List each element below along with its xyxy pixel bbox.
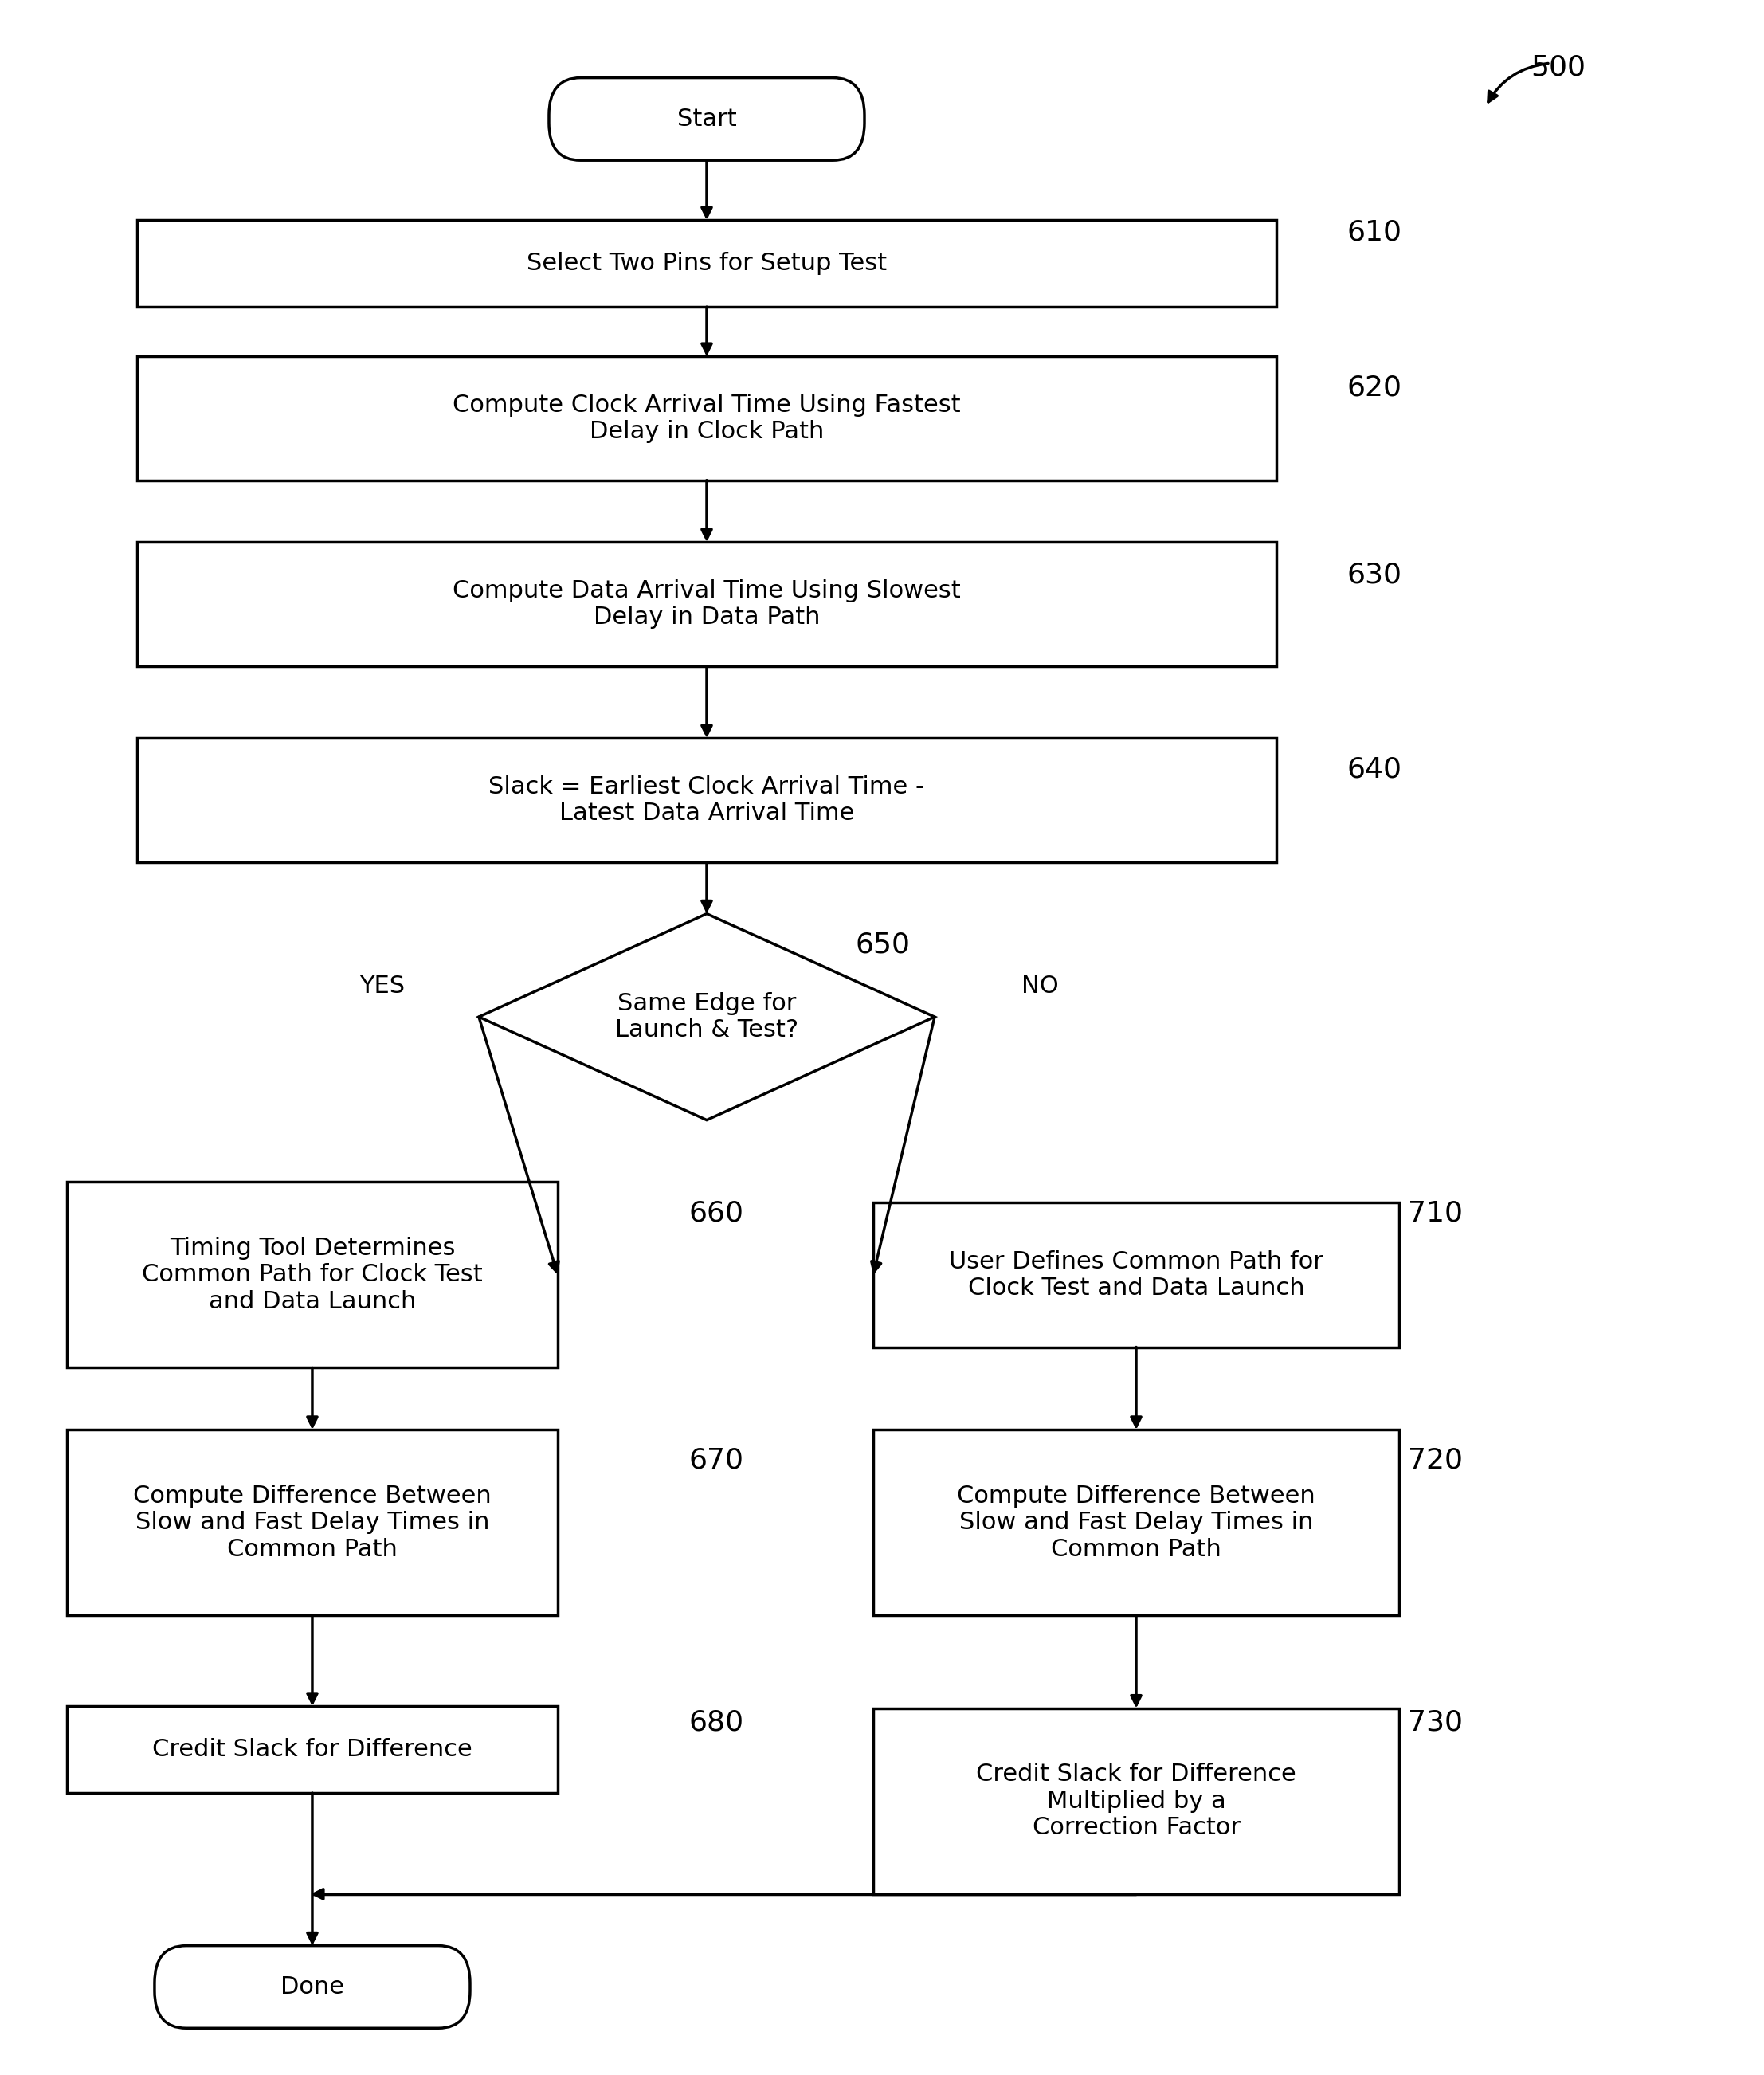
Text: 670: 670 xyxy=(690,1446,744,1473)
FancyBboxPatch shape xyxy=(67,1430,557,1616)
FancyBboxPatch shape xyxy=(138,739,1277,861)
FancyBboxPatch shape xyxy=(67,1183,557,1367)
FancyBboxPatch shape xyxy=(138,542,1277,666)
FancyBboxPatch shape xyxy=(873,1204,1399,1347)
Text: 620: 620 xyxy=(1346,374,1402,400)
Text: User Defines Common Path for
Clock Test and Data Launch: User Defines Common Path for Clock Test … xyxy=(949,1249,1323,1299)
Text: Done: Done xyxy=(280,1975,344,1998)
FancyBboxPatch shape xyxy=(138,357,1277,479)
Text: Compute Difference Between
Slow and Fast Delay Times in
Common Path: Compute Difference Between Slow and Fast… xyxy=(132,1484,492,1560)
Text: 610: 610 xyxy=(1346,220,1402,247)
Text: Select Two Pins for Setup Test: Select Two Pins for Setup Test xyxy=(527,251,887,276)
Text: 660: 660 xyxy=(690,1199,744,1226)
FancyBboxPatch shape xyxy=(873,1430,1399,1616)
FancyBboxPatch shape xyxy=(873,1708,1399,1894)
Text: 720: 720 xyxy=(1408,1446,1462,1473)
Text: Credit Slack for Difference
Multiplied by a
Correction Factor: Credit Slack for Difference Multiplied b… xyxy=(975,1764,1297,1838)
Text: Compute Data Arrival Time Using Slowest
Delay in Data Path: Compute Data Arrival Time Using Slowest … xyxy=(453,579,961,629)
Text: YES: YES xyxy=(360,975,406,998)
Text: 710: 710 xyxy=(1408,1199,1462,1226)
Text: 500: 500 xyxy=(1531,54,1586,81)
FancyBboxPatch shape xyxy=(138,220,1277,307)
Text: Start: Start xyxy=(677,108,737,131)
Polygon shape xyxy=(478,913,935,1121)
FancyBboxPatch shape xyxy=(67,1706,557,1793)
Text: Slack = Earliest Clock Arrival Time -
Latest Data Arrival Time: Slack = Earliest Clock Arrival Time - La… xyxy=(489,776,924,826)
Text: 680: 680 xyxy=(690,1710,744,1737)
Text: Credit Slack for Difference: Credit Slack for Difference xyxy=(152,1739,473,1762)
Text: NO: NO xyxy=(1021,975,1058,998)
Text: Same Edge for
Launch & Test?: Same Edge for Launch & Test? xyxy=(616,992,799,1042)
Text: 640: 640 xyxy=(1346,755,1402,782)
Text: Timing Tool Determines
Common Path for Clock Test
and Data Launch: Timing Tool Determines Common Path for C… xyxy=(141,1237,483,1313)
Text: Compute Difference Between
Slow and Fast Delay Times in
Common Path: Compute Difference Between Slow and Fast… xyxy=(958,1484,1316,1560)
Text: 630: 630 xyxy=(1346,562,1402,589)
FancyBboxPatch shape xyxy=(155,1946,469,2027)
FancyBboxPatch shape xyxy=(549,77,864,160)
Text: Compute Clock Arrival Time Using Fastest
Delay in Clock Path: Compute Clock Arrival Time Using Fastest… xyxy=(453,394,961,444)
Text: 650: 650 xyxy=(856,932,910,959)
Text: 730: 730 xyxy=(1408,1710,1462,1737)
